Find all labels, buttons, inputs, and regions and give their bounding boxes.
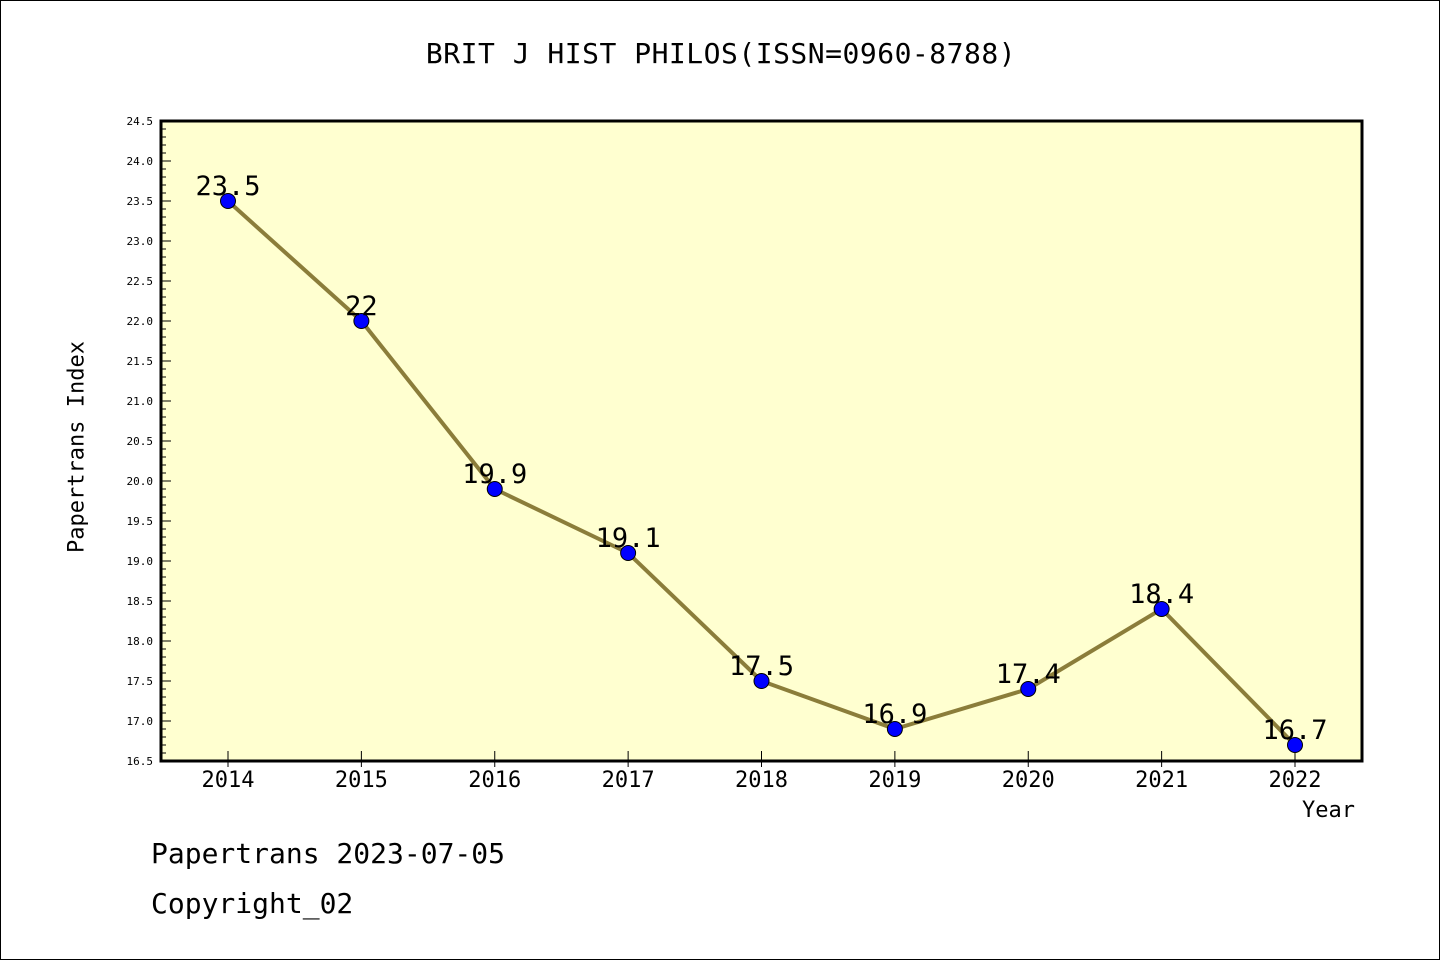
footer-date: Papertrans 2023-07-05 — [151, 837, 506, 870]
x-axis: 2014 2015 2016 2017 2018 2019 2020 2021 2022 — [202, 751, 1322, 793]
y-tick-label: 17.5 — [127, 675, 154, 688]
data-point — [486, 481, 503, 497]
y-tick-label: 18.5 — [127, 595, 154, 608]
footer-copyright: Copyright_02 — [151, 887, 354, 920]
y-tick-label: 20.0 — [127, 475, 154, 488]
data-point — [753, 673, 770, 689]
data-markers — [220, 193, 1303, 753]
data-label: 16.7 — [1262, 715, 1327, 746]
data-labels: 23.5 22 19.9 19.1 17.5 16.9 17.4 18.4 16.7 — [195, 171, 1327, 746]
y-tick-label: 16.5 — [127, 755, 154, 768]
x-tick-label: 2017 — [602, 768, 655, 793]
y-axis: 16.5 17.0 17.5 18.0 18.5 19.0 19.5 20.0 20.5 21.0… — [127, 115, 171, 768]
data-point — [886, 721, 903, 737]
x-tick-label: 2015 — [335, 768, 388, 793]
x-tick-label: 2014 — [202, 768, 255, 793]
y-tick-label: 24.5 — [127, 115, 154, 128]
data-point — [1287, 737, 1303, 753]
y-tick-label: 19.5 — [127, 515, 154, 528]
x-tick-label: 2021 — [1135, 768, 1188, 793]
x-tick-label: 2022 — [1269, 768, 1322, 793]
y-tick-label: 23.5 — [127, 195, 154, 208]
y-tick-label: 21.0 — [127, 395, 154, 408]
x-axis-title: Year — [1302, 798, 1355, 823]
data-label: 22 — [345, 291, 378, 322]
data-label: 17.5 — [729, 651, 794, 682]
data-label: 19.1 — [596, 523, 661, 554]
data-label: 19.9 — [462, 459, 527, 490]
y-tick-label: 20.5 — [127, 435, 154, 448]
data-label: 16.9 — [862, 699, 927, 730]
data-point — [353, 313, 370, 329]
x-tick-label: 2016 — [468, 768, 521, 793]
y-tick-label: 18.0 — [127, 635, 154, 648]
y-tick-label: 21.5 — [127, 355, 154, 368]
data-point — [1153, 601, 1170, 617]
x-tick-label: 2019 — [868, 768, 921, 793]
chart-title: BRIT J HIST PHILOS(ISSN=0960-8788) — [425, 37, 1017, 70]
y-tick-label: 17.0 — [127, 715, 154, 728]
x-tick-label: 2018 — [735, 768, 788, 793]
data-label: 23.5 — [195, 171, 260, 202]
y-tick-label: 19.0 — [127, 555, 154, 568]
y-tick-label: 23.0 — [127, 235, 154, 248]
data-label: 18.4 — [1129, 579, 1194, 610]
data-point — [620, 545, 637, 561]
data-point — [1020, 681, 1037, 697]
plot-area — [159, 119, 1364, 763]
data-label: 17.4 — [996, 659, 1061, 690]
x-tick-label: 2020 — [1002, 768, 1055, 793]
data-point — [220, 193, 236, 209]
y-tick-label: 22.0 — [127, 315, 154, 328]
y-tick-label: 24.0 — [127, 155, 154, 168]
y-tick-label: 22.5 — [127, 275, 154, 288]
